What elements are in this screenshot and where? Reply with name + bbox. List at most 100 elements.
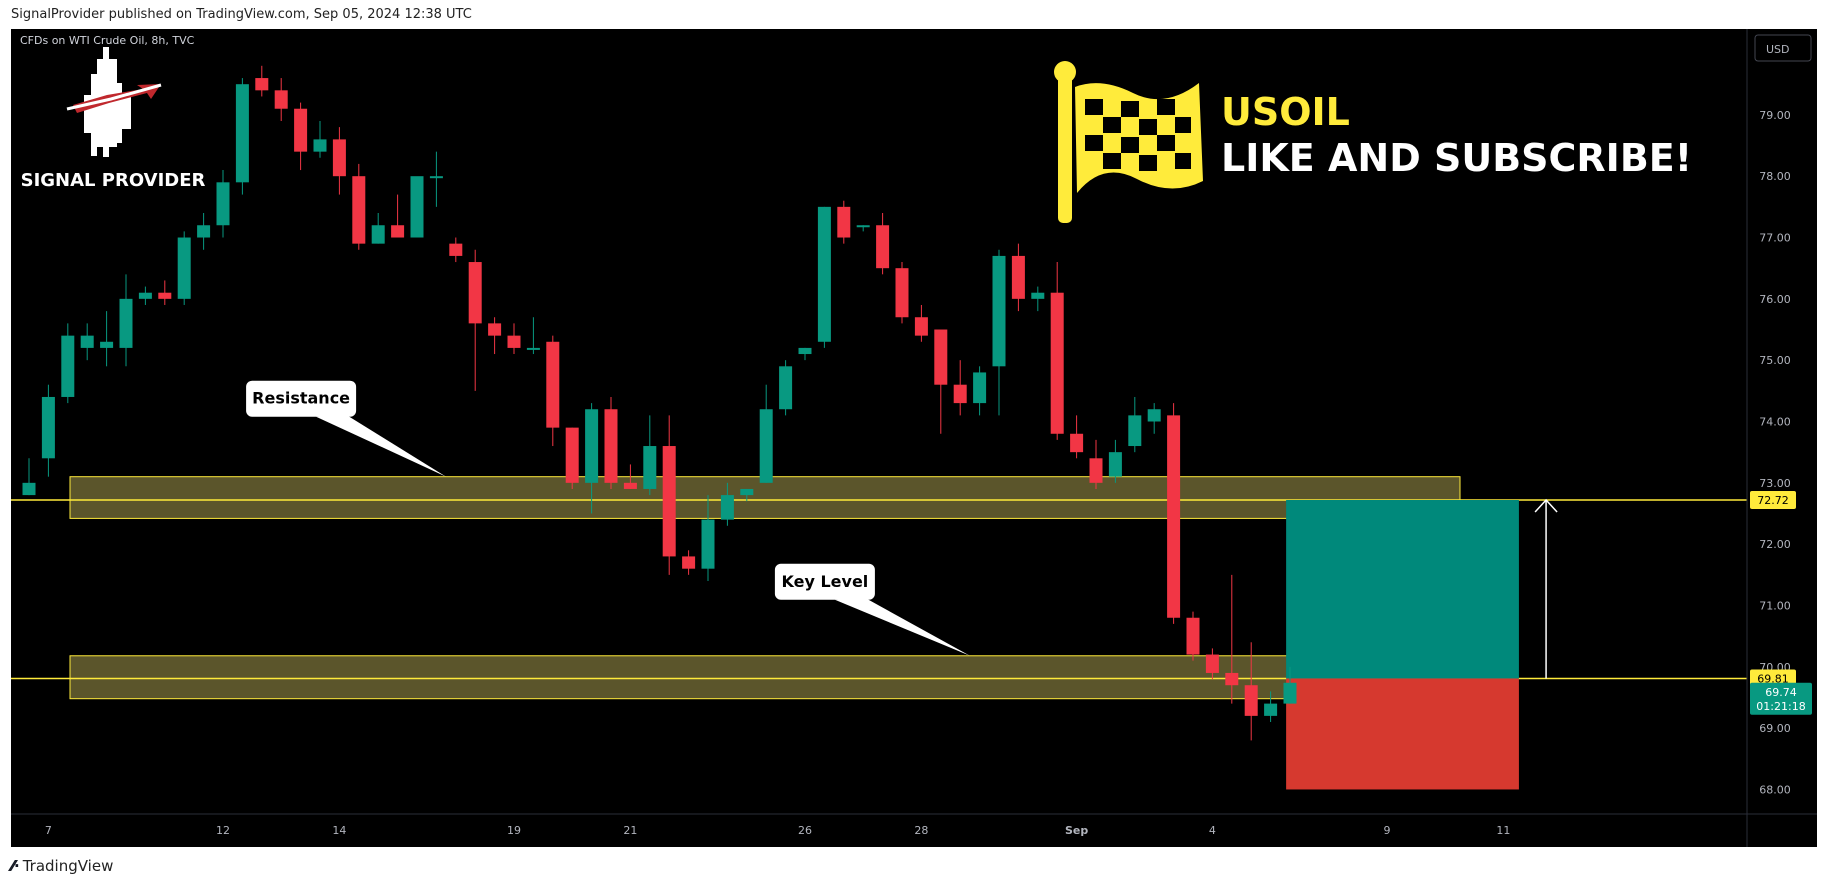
- candle-body[interactable]: [1011, 255, 1025, 299]
- checkered-flag-icon: [1054, 61, 1203, 223]
- time-tick-label: 4: [1209, 824, 1216, 837]
- candle-body[interactable]: [1167, 415, 1181, 618]
- candle-body[interactable]: [22, 482, 36, 496]
- candle-body[interactable]: [759, 409, 773, 483]
- time-tick-label: 12: [216, 824, 230, 837]
- annotation-label: Resistance: [252, 389, 350, 408]
- candle-body[interactable]: [255, 78, 269, 91]
- time-tick-label: Sep: [1065, 824, 1088, 837]
- candle-body[interactable]: [352, 176, 366, 244]
- candle-body[interactable]: [468, 262, 482, 324]
- annotation-callout-0[interactable]: Resistance: [246, 380, 447, 477]
- candle-body[interactable]: [1244, 685, 1258, 716]
- price-tick-label: 69.00: [1759, 722, 1791, 735]
- candle-body[interactable]: [332, 139, 346, 177]
- candle-body[interactable]: [1128, 415, 1142, 447]
- candle-body[interactable]: [876, 225, 890, 269]
- candle-body[interactable]: [410, 176, 424, 238]
- chart-title: CFDs on WTI Crude Oil, 8h, TVC: [20, 34, 195, 47]
- candle-body[interactable]: [197, 225, 211, 238]
- candle-body[interactable]: [623, 482, 637, 489]
- candle-body[interactable]: [682, 556, 696, 569]
- price-tick-label: 79.00: [1759, 109, 1791, 122]
- candle-body[interactable]: [80, 335, 94, 348]
- candle-body[interactable]: [100, 341, 114, 348]
- price-tick-label: 73.00: [1759, 477, 1791, 490]
- candle-body[interactable]: [158, 292, 172, 299]
- candle-body[interactable]: [449, 243, 463, 256]
- candle-body[interactable]: [914, 317, 928, 336]
- subscribe-heading: LIKE AND SUBSCRIBE!: [1221, 136, 1692, 180]
- candle-body[interactable]: [61, 335, 75, 397]
- candlestick-chart[interactable]: Resistance Key Level CFDs on WTI Crude Oi…: [11, 29, 1817, 847]
- candle-body[interactable]: [740, 488, 754, 496]
- candle-body[interactable]: [1205, 654, 1219, 673]
- candle-body[interactable]: [1147, 409, 1161, 422]
- candle-body[interactable]: [895, 268, 909, 318]
- candle-body[interactable]: [371, 225, 385, 244]
- candle-body[interactable]: [934, 329, 948, 385]
- candle-body[interactable]: [720, 495, 734, 520]
- candle-body[interactable]: [294, 108, 308, 152]
- candle-body[interactable]: [216, 182, 230, 226]
- candle-body[interactable]: [1050, 292, 1064, 434]
- candle-body[interactable]: [643, 446, 657, 489]
- time-tick-label: 14: [332, 824, 346, 837]
- stop-zone[interactable]: [1286, 678, 1519, 790]
- footer-brand[interactable]: ⁄⁄· TradingView: [11, 857, 113, 875]
- price-tick-label: 72.00: [1759, 538, 1791, 551]
- candle-body[interactable]: [1186, 617, 1200, 655]
- time-tick-label: 19: [507, 824, 521, 837]
- price-tick-label: 75.00: [1759, 354, 1791, 367]
- countdown-label: 01:21:18: [1756, 700, 1805, 713]
- candle-body[interactable]: [1264, 703, 1278, 716]
- last-price-label: 69.74: [1765, 686, 1797, 699]
- candle-body[interactable]: [546, 341, 560, 428]
- candle-body[interactable]: [856, 225, 870, 228]
- symbol-heading: USOIL: [1221, 90, 1350, 134]
- currency-selector[interactable]: USD: [1754, 34, 1812, 62]
- time-axis[interactable]: 7 12 14 19 21 26 28 Sep 4 9 11: [11, 813, 1817, 837]
- target-zone[interactable]: [1286, 500, 1519, 679]
- chart-panel[interactable]: Resistance Key Level CFDs on WTI Crude Oi…: [11, 29, 1817, 847]
- candle-body[interactable]: [992, 255, 1006, 367]
- candle-body[interactable]: [1070, 433, 1084, 453]
- target-arrow-head[interactable]: [1534, 498, 1558, 513]
- candle-body[interactable]: [585, 409, 599, 483]
- candle-body[interactable]: [138, 292, 152, 299]
- candle-body[interactable]: [817, 206, 831, 342]
- candle-body[interactable]: [391, 225, 405, 238]
- candle-body[interactable]: [779, 366, 793, 410]
- candle-body[interactable]: [526, 347, 540, 350]
- candle-body[interactable]: [1089, 458, 1103, 483]
- candle-body[interactable]: [973, 372, 987, 404]
- annotation-box: [774, 563, 875, 600]
- candle-body[interactable]: [235, 84, 249, 183]
- candle-body[interactable]: [837, 206, 851, 238]
- candle-body[interactable]: [41, 396, 55, 459]
- price-label: 72.72: [1757, 494, 1789, 507]
- candle-body[interactable]: [177, 237, 191, 299]
- candle-body[interactable]: [1283, 682, 1297, 704]
- time-tick-label: 26: [798, 824, 812, 837]
- price-axis[interactable]: 68.0069.0070.0071.0072.0073.0074.0075.00…: [1746, 29, 1817, 847]
- candle-body[interactable]: [119, 298, 133, 348]
- candle-body[interactable]: [507, 335, 521, 348]
- candle-body[interactable]: [313, 139, 327, 152]
- candle-body[interactable]: [798, 347, 812, 355]
- time-tick-label: 28: [914, 824, 928, 837]
- candle-body[interactable]: [488, 323, 502, 336]
- candle-body[interactable]: [1108, 452, 1122, 477]
- zone-0[interactable]: [69, 476, 1461, 519]
- candle-body[interactable]: [953, 384, 967, 404]
- candle-body[interactable]: [565, 427, 579, 483]
- candle-body[interactable]: [701, 519, 715, 569]
- candle-body[interactable]: [1031, 292, 1045, 299]
- annotation-callout-1[interactable]: Key Level: [774, 563, 970, 656]
- time-tick-label: 7: [45, 824, 52, 837]
- candle-body[interactable]: [274, 90, 288, 109]
- candle-body[interactable]: [1225, 672, 1239, 686]
- candle-body[interactable]: [604, 409, 618, 483]
- candle-body[interactable]: [662, 446, 676, 557]
- candle-body[interactable]: [429, 176, 443, 179]
